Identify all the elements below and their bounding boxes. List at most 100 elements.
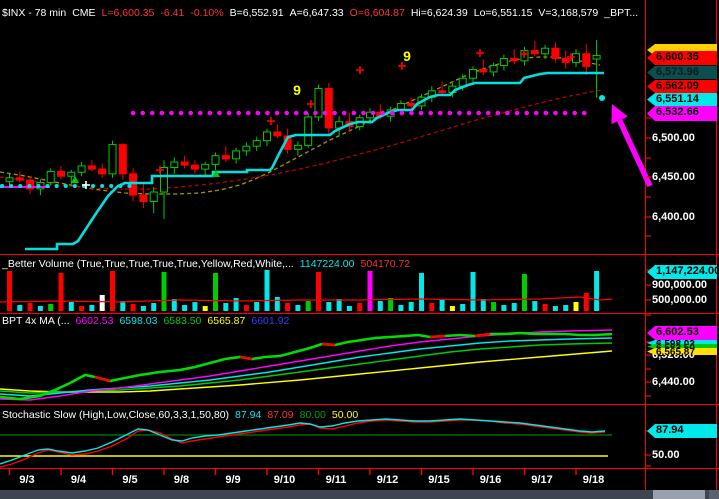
candle-body bbox=[108, 144, 117, 175]
candle-body bbox=[190, 164, 199, 170]
stoch-d-line bbox=[0, 419, 606, 468]
date-label-9-15: 9/15 bbox=[428, 474, 450, 486]
volume-bar bbox=[120, 301, 126, 311]
volume-bar bbox=[171, 299, 177, 311]
volume-bar bbox=[449, 306, 455, 311]
volume-bar bbox=[305, 301, 311, 311]
volume-bar bbox=[398, 305, 404, 311]
volume-bar bbox=[233, 298, 239, 311]
volume-bar bbox=[274, 297, 280, 311]
volume-bar bbox=[480, 299, 486, 311]
volume-bar bbox=[563, 305, 569, 311]
volume-bar bbox=[357, 303, 363, 311]
volume-bar bbox=[388, 298, 394, 311]
volume-bar bbox=[17, 305, 23, 311]
stoch-k-line bbox=[0, 418, 606, 465]
volume-bar bbox=[316, 272, 321, 311]
volume-bar bbox=[377, 301, 383, 311]
annotation-arrow-shaft bbox=[617, 119, 653, 188]
candle-body bbox=[160, 167, 168, 193]
volume-bar bbox=[99, 295, 105, 311]
volume-bar bbox=[470, 272, 476, 311]
date-label-9-5: 9/5 bbox=[122, 474, 138, 486]
stoch-midline-value: 50.00 bbox=[331, 409, 359, 421]
volume-bar bbox=[295, 305, 301, 311]
volume-bar bbox=[110, 271, 115, 311]
volume-bar bbox=[223, 303, 229, 311]
volume-bar bbox=[254, 302, 260, 311]
date-label-9-4: 9/4 bbox=[70, 474, 87, 486]
candle-body bbox=[499, 57, 508, 67]
volume-bar bbox=[408, 302, 414, 311]
candle-body bbox=[252, 140, 261, 147]
ma-thick-red-segment bbox=[239, 355, 253, 361]
candle-body bbox=[77, 165, 86, 173]
price-tag-red-ma: 6,562.09 bbox=[647, 80, 717, 93]
candle-body bbox=[67, 171, 76, 177]
scale-tick-label: 6,440.00 bbox=[652, 376, 695, 388]
volume-bar bbox=[501, 305, 507, 311]
scrollbar-right-cap[interactable] bbox=[709, 490, 719, 499]
volume-bar bbox=[37, 306, 43, 311]
volume-bar bbox=[182, 305, 188, 311]
volume-bar bbox=[367, 271, 373, 311]
date-label-9-9: 9/9 bbox=[225, 474, 241, 486]
ma-green-line bbox=[0, 342, 613, 394]
candle-body bbox=[149, 191, 158, 202]
volume-bar bbox=[346, 306, 352, 311]
scale-tick-label: 6,400.00 bbox=[652, 211, 695, 223]
volume-bar bbox=[68, 302, 74, 311]
ma-tag-yellow-strip: 6,565.87 bbox=[647, 348, 717, 355]
candle-body bbox=[211, 155, 220, 165]
date-label-9-12: 9/12 bbox=[376, 474, 399, 486]
volume-bar bbox=[130, 304, 136, 311]
date-label-9-8: 9/8 bbox=[173, 474, 190, 486]
volume-bar bbox=[573, 302, 579, 311]
volume-average-value: 504170.72 bbox=[360, 258, 411, 270]
volume-current-value: 1147224.00 bbox=[299, 258, 355, 270]
volume-bar bbox=[552, 306, 558, 311]
scale-tick-label: 500,000.00 bbox=[652, 294, 708, 306]
volume-bar bbox=[27, 303, 33, 311]
price-tag-last: 6,600.35 bbox=[647, 51, 717, 65]
candle-body bbox=[87, 165, 96, 170]
volume-bar bbox=[336, 299, 342, 311]
volume-bar bbox=[419, 273, 424, 311]
volume-bar bbox=[460, 304, 466, 311]
bid: B=6,552.91 bbox=[229, 7, 284, 19]
ma2-value: 6598.03 bbox=[119, 315, 158, 327]
green-up-arrow bbox=[212, 170, 220, 177]
volume-tag-cyan: 1,147,224.00 bbox=[647, 265, 717, 279]
candle-body bbox=[314, 88, 323, 118]
last-value-dot bbox=[599, 95, 605, 101]
date-label-9-18: 9/18 bbox=[582, 474, 605, 486]
candle-body bbox=[551, 47, 560, 59]
horizontal-scrollbar[interactable] bbox=[0, 490, 719, 499]
volume-bar bbox=[594, 271, 600, 311]
ma-study-label: BPT 4x MA (... 6602.53 6598.03 6583.50 6565.… bbox=[2, 315, 643, 327]
price-tag-cyan: 6,551.14 bbox=[647, 93, 717, 106]
olive-dashed-ma-line bbox=[0, 56, 601, 195]
candle-body bbox=[469, 69, 477, 79]
volume-bar bbox=[89, 305, 95, 311]
ma4-value: 6565.87 bbox=[207, 315, 246, 327]
volume-bar bbox=[439, 300, 445, 311]
candle-body bbox=[592, 54, 601, 60]
candle-body bbox=[98, 168, 107, 175]
candle-body bbox=[479, 69, 488, 73]
change-pct: -0.10% bbox=[190, 7, 224, 19]
volume-ma-line bbox=[0, 296, 613, 303]
ma-thick-red-segment bbox=[429, 334, 446, 339]
scrollbar-thumb[interactable] bbox=[653, 490, 705, 499]
volume-bar bbox=[532, 301, 538, 311]
volume-bar bbox=[326, 302, 332, 311]
ma5-value: 6601.92 bbox=[251, 315, 290, 327]
volume-bar bbox=[542, 304, 548, 311]
change: -6.41 bbox=[160, 7, 185, 19]
volume-bar bbox=[202, 306, 208, 311]
volume-study-label: _Better Volume (True,True,True,True,True… bbox=[2, 258, 643, 270]
annotation-arrow-head bbox=[611, 104, 628, 125]
setup-9-label: 9 bbox=[403, 48, 411, 64]
volume-bar bbox=[140, 306, 146, 311]
